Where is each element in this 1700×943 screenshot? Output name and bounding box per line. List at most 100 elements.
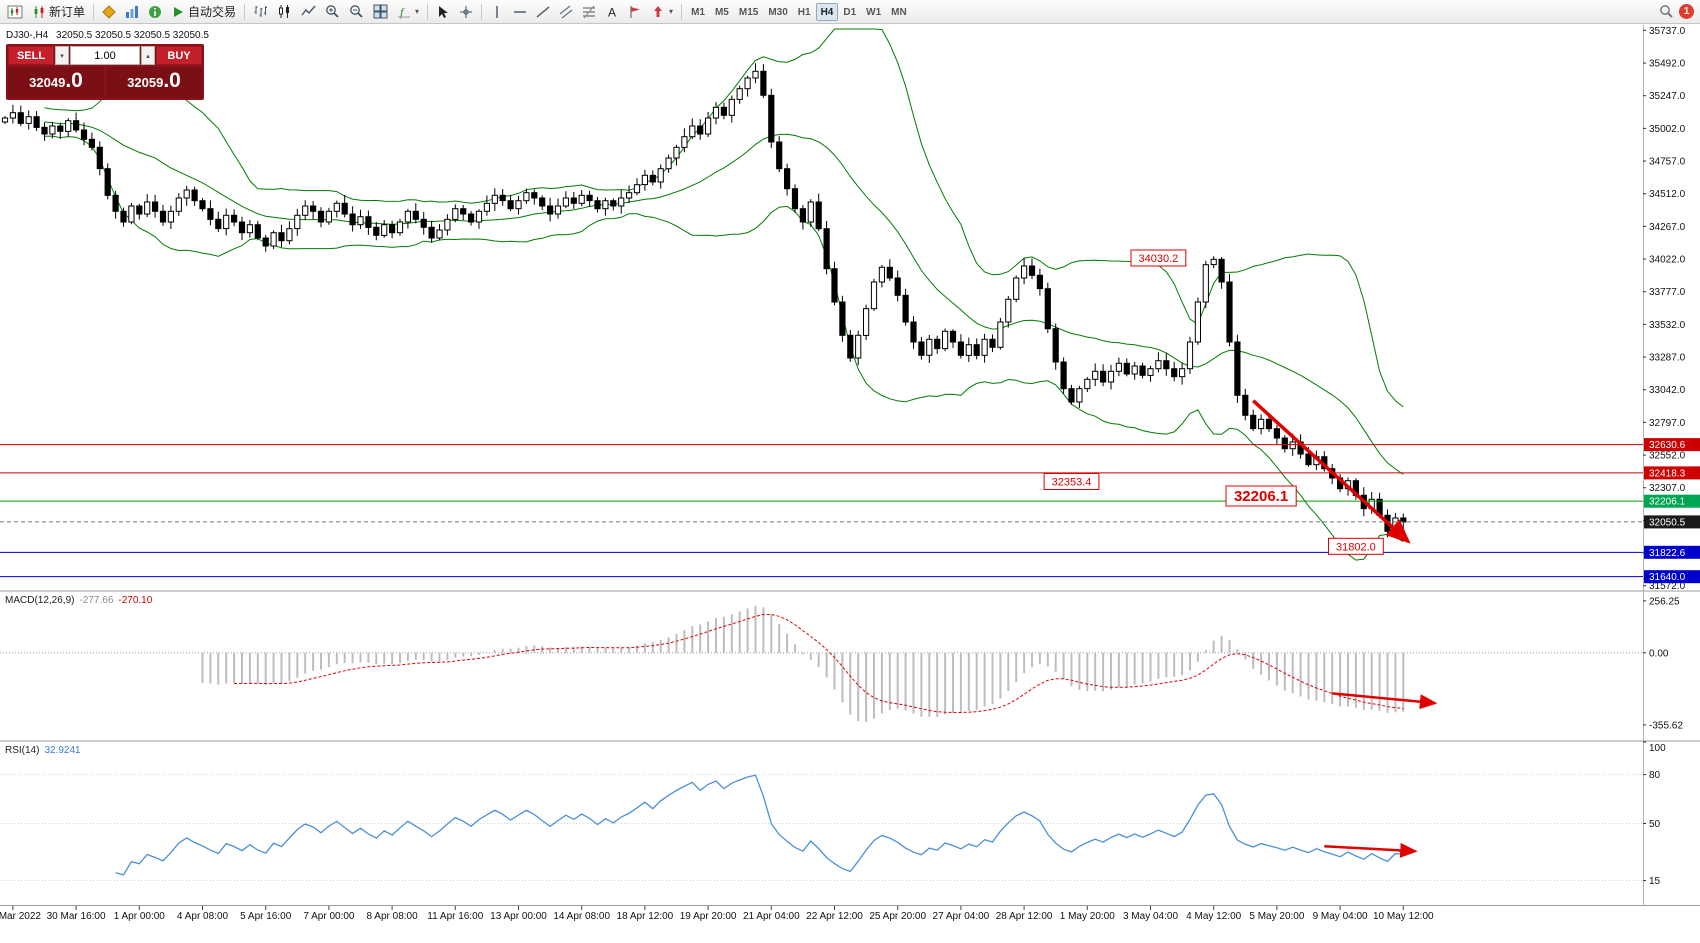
svg-text:1 May 20:00: 1 May 20:00 (1060, 911, 1115, 922)
svg-text:8 Apr 08:00: 8 Apr 08:00 (367, 911, 419, 922)
svg-text:31822.6: 31822.6 (1649, 548, 1686, 559)
svg-text:34030.2: 34030.2 (1139, 253, 1179, 265)
zoom-out-icon (350, 5, 363, 18)
svg-text:32797.0: 32797.0 (1649, 418, 1686, 429)
volume-decrease-button[interactable]: ▾ (55, 46, 69, 65)
new-order-icon (34, 5, 44, 18)
equidistant-channel-icon (559, 5, 573, 18)
trade-buttons-row: SELL ▾ ▴ BUY (8, 46, 202, 65)
svg-text:34267.0: 34267.0 (1649, 222, 1686, 233)
volume-increase-button[interactable]: ▴ (141, 46, 155, 65)
tile-windows-button[interactable] (369, 2, 392, 22)
trendline-button[interactable] (532, 2, 554, 22)
dropdown-caret-icon: ▾ (669, 7, 674, 16)
chart-window-icon (7, 5, 23, 18)
svg-text:31640.0: 31640.0 (1649, 572, 1686, 583)
new-order-label: 新订单 (49, 5, 86, 19)
bar-chart-button[interactable] (249, 2, 272, 22)
svg-text:21 Apr 04:00: 21 Apr 04:00 (743, 911, 800, 922)
line-chart-icon (301, 5, 316, 16)
svg-text:35492.0: 35492.0 (1649, 59, 1686, 70)
horizontal-line-icon (514, 10, 527, 13)
svg-text:33532.0: 33532.0 (1649, 320, 1686, 331)
ohlc-values: 32050.5 32050.5 32050.5 32050.5 (56, 30, 209, 41)
timeframe-w1-button[interactable]: W1 (861, 3, 886, 21)
rsi-value: 32.9241 (44, 745, 81, 756)
svg-text:32307.0: 32307.0 (1649, 483, 1686, 494)
market-watch-button[interactable] (121, 2, 143, 22)
timeframe-m5-button[interactable]: M5 (710, 3, 734, 21)
line-chart-button[interactable] (297, 2, 320, 22)
symbol-period-label: DJ30-,H4 (6, 30, 49, 41)
tile-windows-icon (373, 4, 388, 19)
svg-text:9 May 04:00: 9 May 04:00 (1313, 911, 1368, 922)
fibonacci-button[interactable] (578, 2, 600, 22)
macd-name: MACD(12,26,9) (5, 595, 75, 606)
macd-value-main: -277.66 (79, 595, 114, 606)
equidistant-channel-button[interactable] (555, 2, 577, 22)
cursor-button[interactable] (432, 2, 454, 22)
chart-ohlc-info: DJ30-,H4 32050.5 32050.5 32050.5 32050.5 (6, 30, 214, 41)
crosshair-icon (460, 5, 473, 18)
zoom-out-button[interactable] (345, 2, 368, 22)
svg-text:10 May 12:00: 10 May 12:00 (1373, 911, 1434, 922)
timeframe-h4-button[interactable]: H4 (815, 3, 839, 22)
search-icon (1660, 5, 1673, 18)
horizontal-lines (0, 444, 1643, 578)
vertical-line-button[interactable] (486, 2, 508, 22)
shapes-button[interactable]: ▾ (647, 2, 677, 22)
trendline-icon (536, 5, 550, 18)
svg-text:25 Apr 20:00: 25 Apr 20:00 (869, 911, 926, 922)
toolbar-separator (244, 3, 246, 20)
new-order-button[interactable]: 新订单 (28, 2, 89, 22)
quotes-button[interactable] (98, 2, 120, 22)
svg-text:0.00: 0.00 (1649, 648, 1669, 659)
timeframe-d1-button[interactable]: D1 (838, 3, 861, 21)
label-button[interactable] (624, 2, 646, 22)
rsi-pane: 100 80 50 15 (0, 741, 1666, 887)
svg-text:34022.0: 34022.0 (1649, 255, 1686, 266)
candlestick-chart-button[interactable] (273, 2, 296, 22)
svg-text:f: f (400, 5, 405, 19)
autotrading-button[interactable]: 自动交易 (167, 2, 240, 22)
fibonacci-icon (583, 5, 596, 18)
crosshair-button[interactable] (455, 2, 477, 22)
timeframe-m15-button[interactable]: M15 (734, 3, 763, 21)
svg-text:1 Apr 00:00: 1 Apr 00:00 (114, 911, 166, 922)
svg-text:A: A (608, 5, 616, 19)
svg-text:31572.0: 31572.0 (1649, 581, 1686, 592)
buy-price[interactable]: 32059.0 (106, 67, 202, 98)
help-button[interactable] (144, 2, 166, 22)
svg-text:33287.0: 33287.0 (1649, 353, 1686, 364)
svg-text:34512.0: 34512.0 (1649, 189, 1686, 200)
timeframe-m1-button[interactable]: M1 (686, 3, 710, 21)
time-axis: 29 Mar 2022 30 Mar 16:00 1 Apr 00:00 4 Apr … (0, 906, 1434, 922)
chart-window-icon[interactable] (3, 2, 27, 22)
price-annotations: 34030.2 32353.4 32206.1 31802.0 (1043, 249, 1384, 555)
zoom-in-button[interactable] (321, 2, 344, 22)
horizontal-line-button[interactable] (509, 2, 531, 22)
buy-button[interactable]: BUY (156, 46, 202, 65)
svg-text:100: 100 (1649, 743, 1666, 754)
timeframe-mn-button[interactable]: MN (886, 3, 912, 21)
sell-price[interactable]: 32049.0 (8, 67, 104, 98)
candlestick-chart-icon (279, 5, 290, 18)
text-button[interactable]: A (601, 2, 623, 22)
svg-text:32206.1: 32206.1 (1234, 488, 1288, 505)
timeframe-h1-button[interactable]: H1 (793, 3, 816, 21)
rsi-name: RSI(14) (5, 745, 40, 756)
svg-text:29 Mar 2022: 29 Mar 2022 (0, 911, 41, 922)
autotrading-label: 自动交易 (188, 5, 237, 19)
svg-text:14 Apr 08:00: 14 Apr 08:00 (553, 911, 610, 922)
svg-text:32353.4: 32353.4 (1052, 477, 1092, 489)
search-button[interactable] (1655, 2, 1678, 22)
svg-text:13 Apr 00:00: 13 Apr 00:00 (490, 911, 547, 922)
sell-button[interactable]: SELL (8, 46, 54, 65)
rsi-indicator-label: RSI(14) 32.9241 (5, 745, 81, 756)
notification-badge[interactable]: 1 (1679, 4, 1694, 19)
timeframe-m30-button[interactable]: M30 (763, 3, 792, 21)
cursor-icon (439, 5, 449, 18)
indicators-button[interactable]: f ▾ (393, 2, 423, 22)
volume-input[interactable] (70, 46, 140, 65)
